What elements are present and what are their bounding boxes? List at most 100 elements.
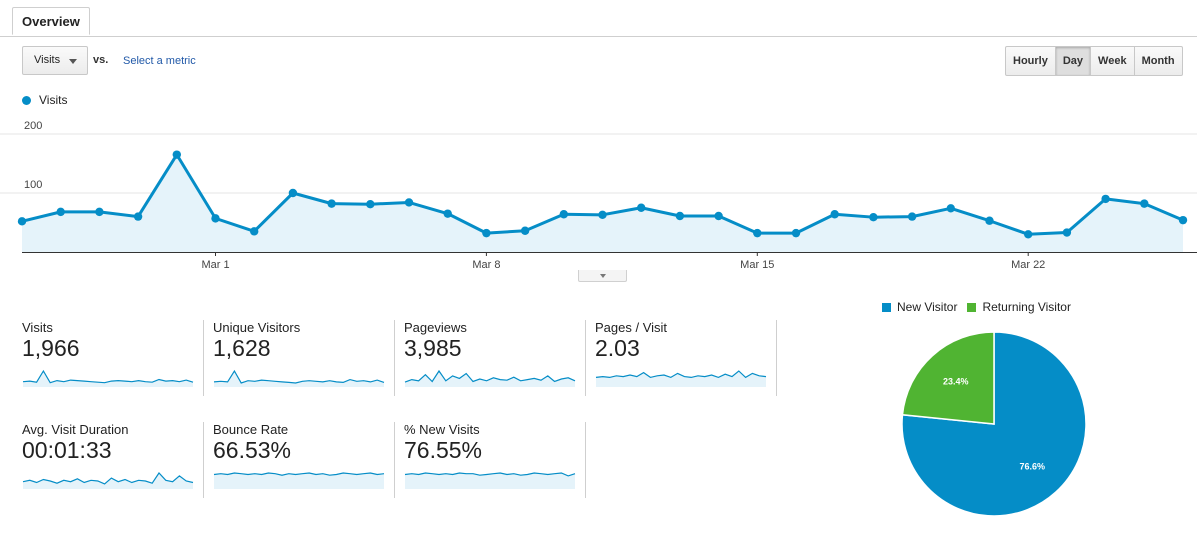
metric-card[interactable]: Pageviews 3,985 — [404, 320, 594, 420]
metric-divider — [203, 422, 204, 498]
metric-sparkline — [213, 369, 385, 387]
metric-label: Avg. Visit Duration — [22, 422, 129, 437]
visits-data-point[interactable] — [946, 204, 955, 213]
visits-data-point[interactable] — [482, 228, 491, 238]
metric-divider — [203, 320, 204, 396]
pie-slice-returning-visitor[interactable] — [901, 331, 995, 425]
metric-card[interactable]: Visits 1,966 — [22, 320, 212, 420]
vs-label: vs. — [93, 54, 109, 66]
sparkline-area — [405, 473, 575, 489]
chart-legend: Visits — [22, 93, 67, 107]
metric-value: 1,628 — [213, 335, 271, 361]
metric-divider — [776, 320, 777, 396]
visits-line-chart[interactable]: 200 100 Mar 1 Mar 8 Mar 15 Mar 22 — [0, 110, 1197, 270]
granularity-toggle: Hourly Day Week Month — [1005, 46, 1183, 76]
metric-label: % New Visits — [404, 422, 480, 437]
x-tick-label: Mar 8 — [472, 259, 500, 270]
visits-data-point[interactable] — [250, 227, 259, 236]
metric-value: 1,966 — [22, 335, 80, 361]
visitor-pie-chart[interactable]: 76.6% 23.4% — [895, 325, 1093, 523]
visits-data-point[interactable] — [714, 211, 723, 221]
visits-data-point[interactable] — [598, 210, 607, 220]
pie-slice-label: 76.6% — [1019, 461, 1045, 471]
visits-data-point[interactable] — [211, 214, 220, 223]
tab-bar: Overview — [0, 0, 1197, 37]
metric-sparkline — [22, 472, 194, 489]
granularity-month-button[interactable]: Month — [1133, 46, 1183, 76]
metric-label: Visits — [22, 320, 53, 335]
visits-data-point[interactable] — [1101, 194, 1110, 204]
metric-label: Unique Visitors — [213, 320, 301, 335]
visits-data-point[interactable] — [830, 210, 839, 219]
metric-card[interactable]: % New Visits 76.55% — [404, 422, 594, 522]
swatch-returning-visitor — [967, 302, 977, 312]
visits-data-point[interactable] — [327, 199, 336, 208]
visits-data-point[interactable] — [288, 188, 298, 198]
y-tick-label: 100 — [24, 179, 42, 191]
pie-legend: New Visitor Returning Visitor — [882, 300, 1081, 314]
metric-divider — [394, 422, 395, 498]
sparkline-line — [595, 370, 767, 379]
metric-value: 76.55% — [404, 437, 483, 463]
swatch-new-visitor — [882, 302, 891, 312]
metric-card[interactable]: Bounce Rate 66.53% — [213, 422, 403, 522]
visits-data-point[interactable] — [520, 226, 530, 235]
chevron-down-icon — [69, 59, 77, 64]
visits-data-point[interactable] — [443, 209, 452, 218]
metric-sparkline — [213, 472, 385, 489]
visits-data-point[interactable] — [869, 212, 878, 222]
metric-dropdown[interactable]: Visits — [22, 46, 88, 75]
visits-data-point[interactable] — [637, 203, 646, 212]
pie-slice-new-visitor[interactable] — [901, 331, 1087, 517]
granularity-hourly-button[interactable]: Hourly — [1005, 46, 1056, 76]
visits-data-point[interactable] — [366, 200, 375, 209]
sparkline-area — [214, 371, 384, 387]
metric-label: Bounce Rate — [213, 422, 289, 437]
sparkline-area — [405, 371, 575, 387]
sparkline-line — [213, 472, 385, 476]
visits-data-point[interactable] — [17, 217, 27, 226]
tab-overview[interactable]: Overview — [12, 7, 90, 35]
visits-data-point[interactable] — [753, 228, 762, 238]
sparkline-area — [214, 473, 384, 489]
metric-card[interactable]: Avg. Visit Duration 00:01:33 — [22, 422, 212, 522]
metric-sparkline — [404, 472, 576, 489]
visits-data-point[interactable] — [133, 212, 143, 221]
y-tick-label: 200 — [24, 120, 42, 132]
sparkline-area — [23, 371, 193, 387]
pie-legend-label-returning: Returning Visitor — [982, 300, 1071, 314]
pie-slice-label: 23.4% — [943, 377, 969, 387]
metric-value: 2.03 — [595, 335, 640, 361]
visits-data-point[interactable] — [907, 212, 917, 221]
metric-card[interactable]: Unique Visitors 1,628 — [213, 320, 403, 420]
pie-legend-item-new: New Visitor — [882, 300, 957, 314]
visits-data-point[interactable] — [1062, 228, 1072, 237]
visits-area — [22, 154, 1183, 252]
visits-data-point[interactable] — [985, 216, 994, 225]
visits-data-point[interactable] — [1023, 230, 1033, 239]
visits-data-point[interactable] — [172, 150, 181, 159]
visits-data-point[interactable] — [95, 207, 104, 217]
sparkline-line — [22, 369, 194, 384]
x-tick-label: Mar 1 — [201, 259, 229, 270]
chevron-down-icon — [600, 274, 606, 278]
visits-data-point[interactable] — [791, 228, 801, 238]
visits-data-point[interactable] — [1178, 215, 1188, 225]
granularity-day-button[interactable]: Day — [1054, 46, 1092, 76]
visits-data-point[interactable] — [675, 211, 685, 221]
chart-collapse-handle[interactable] — [578, 270, 627, 282]
metric-value: 66.53% — [213, 437, 292, 463]
visits-data-point[interactable] — [56, 207, 65, 217]
x-tick-label: Mar 15 — [740, 259, 774, 270]
select-metric-link[interactable]: Select a metric — [123, 55, 196, 67]
visits-data-point[interactable] — [1140, 199, 1149, 208]
visits-data-point[interactable] — [404, 198, 414, 207]
metric-label: Pages / Visit — [595, 320, 668, 335]
visits-data-point[interactable] — [559, 210, 568, 219]
sparkline-line — [213, 369, 385, 384]
metric-divider — [585, 320, 586, 396]
metric-card[interactable]: Pages / Visit 2.03 — [595, 320, 785, 420]
metric-divider — [585, 422, 586, 498]
granularity-week-button[interactable]: Week — [1090, 46, 1135, 76]
sparkline-line — [404, 369, 576, 383]
